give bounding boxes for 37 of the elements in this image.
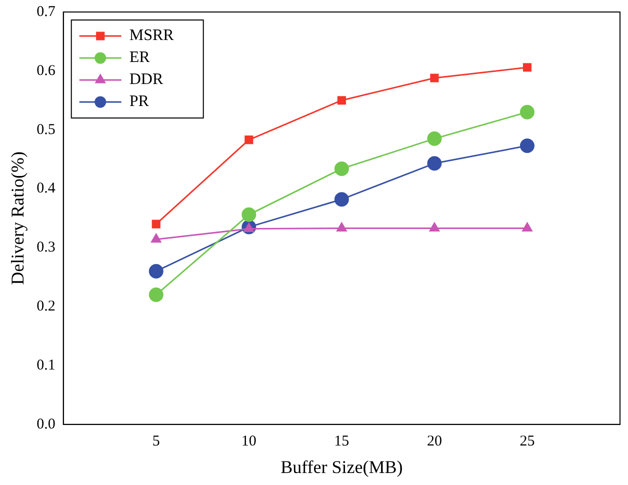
y-tick-label: 0.2 bbox=[36, 298, 56, 315]
point bbox=[427, 156, 442, 171]
legend-label: MSRR bbox=[129, 27, 174, 44]
point bbox=[334, 161, 349, 176]
x-tick-label: 10 bbox=[241, 433, 256, 450]
point bbox=[336, 222, 347, 232]
point bbox=[148, 264, 164, 278]
point bbox=[520, 104, 534, 120]
point bbox=[337, 96, 346, 105]
point bbox=[151, 234, 162, 243]
point bbox=[522, 222, 532, 232]
point bbox=[244, 136, 254, 144]
y-tick-label: 0.5 bbox=[36, 122, 56, 138]
point bbox=[334, 192, 349, 207]
x-tick-label: 20 bbox=[426, 433, 442, 450]
point bbox=[430, 74, 439, 82]
point bbox=[242, 207, 256, 222]
x-tick-label: 5 bbox=[152, 433, 160, 450]
x-tick-label: 15 bbox=[334, 433, 350, 450]
y-tick-label: 0.6 bbox=[36, 62, 56, 79]
point bbox=[522, 63, 532, 72]
legend-label: ER bbox=[129, 49, 150, 66]
y-axis-title: Delivery Ratio(%) bbox=[8, 151, 28, 285]
legend-label: PR bbox=[129, 93, 150, 110]
y-tick-label: 0.7 bbox=[36, 4, 56, 20]
x-tick-label: 25 bbox=[520, 433, 535, 450]
legend-label: DDR bbox=[129, 71, 164, 88]
point bbox=[520, 138, 534, 153]
point bbox=[152, 220, 160, 228]
y-tick-label: 0.1 bbox=[36, 357, 56, 374]
point bbox=[148, 288, 164, 302]
point bbox=[429, 222, 440, 232]
y-tick-label: 0.4 bbox=[36, 180, 56, 197]
x-axis-title: Buffer Size(MB) bbox=[280, 456, 403, 477]
y-tick-label: 0.3 bbox=[36, 240, 56, 256]
point bbox=[427, 131, 442, 146]
y-tick-label: 0.0 bbox=[36, 416, 56, 432]
